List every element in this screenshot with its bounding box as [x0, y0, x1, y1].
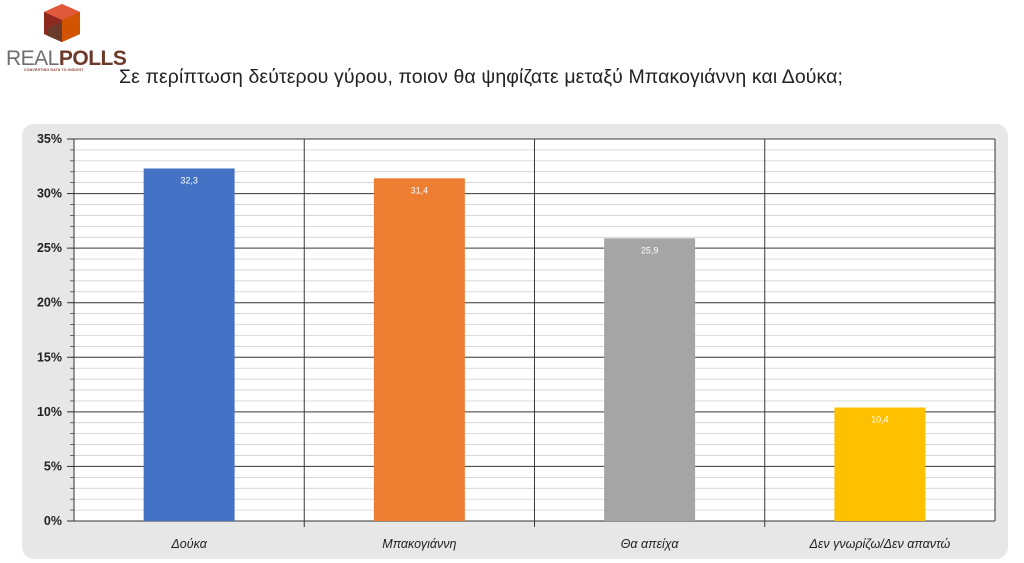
y-tick-label: 20% [37, 296, 62, 310]
bar [604, 238, 696, 521]
bar [834, 407, 926, 521]
category-label: Δεν γνωρίζω/Δεν απαντώ [809, 537, 951, 551]
data-label: 25,9 [641, 245, 659, 255]
logo-tagline: CONVERTING DATA TO INSIGHT [24, 68, 84, 72]
bar [143, 168, 235, 521]
bar [373, 178, 465, 521]
y-tick-label: 35% [37, 132, 62, 146]
y-tick-label: 0% [44, 514, 62, 528]
data-label: 10,4 [871, 414, 889, 424]
y-tick-label: 30% [37, 187, 62, 201]
y-tick-label: 15% [37, 350, 62, 364]
category-label: Μπακογιάννη [382, 537, 456, 551]
category-label: Θα απείχα [621, 537, 680, 551]
chart-question-title: Σε περίπτωση δεύτερου γύρου, ποιον θα ψη… [119, 66, 844, 88]
y-tick-label: 10% [37, 405, 62, 419]
data-label: 31,4 [411, 185, 429, 195]
data-label: 32,3 [180, 175, 198, 185]
category-label: Δούκα [170, 537, 207, 551]
logo-house-icon [44, 4, 80, 42]
y-tick-label: 25% [37, 241, 62, 255]
y-tick-label: 5% [44, 459, 62, 473]
logo-wordmark: REALPOLLS [6, 47, 127, 70]
realpolls-logo: REALPOLLS CONVERTING DATA TO INSIGHT [4, 2, 127, 74]
